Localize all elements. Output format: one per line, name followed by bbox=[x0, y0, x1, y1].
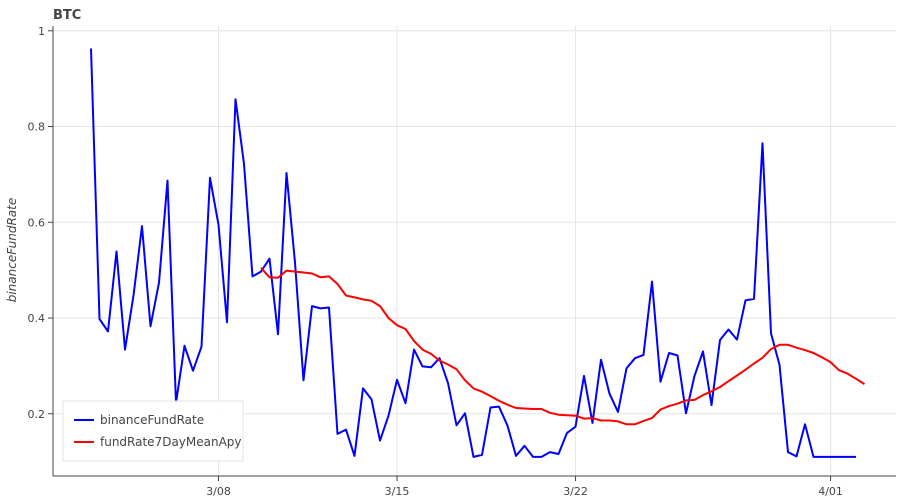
series-line-binanceFundRate bbox=[90, 48, 856, 458]
y-tick-label: 0.6 bbox=[28, 216, 46, 229]
legend-label: fundRate7DayMeanApy bbox=[100, 435, 242, 449]
y-tick-label: 0.8 bbox=[28, 121, 46, 134]
x-tick-label: 3/08 bbox=[206, 485, 231, 498]
y-tick-label: 1 bbox=[38, 25, 45, 38]
x-tick-label: 3/15 bbox=[385, 485, 410, 498]
series-layer bbox=[90, 48, 866, 458]
axes: 0.2 0.4 0.6 0.8 1 3/08 3/15 3/22 4/01 bbox=[28, 25, 896, 498]
y-tick-label: 0.4 bbox=[28, 312, 46, 325]
series-line-fundRate7DayMeanApy bbox=[260, 267, 866, 426]
x-tick-label: 3/22 bbox=[563, 485, 588, 498]
x-tick-label: 4/01 bbox=[818, 485, 843, 498]
legend-label: binanceFundRate bbox=[100, 413, 204, 427]
legend: binanceFundRate fundRate7DayMeanApy bbox=[62, 400, 244, 462]
chart-title: BTC bbox=[53, 8, 81, 23]
y-axis-label: binanceFundRate bbox=[5, 198, 19, 303]
legend-box bbox=[62, 400, 244, 462]
y-tick-label: 0.2 bbox=[28, 408, 46, 421]
grid bbox=[53, 26, 896, 476]
